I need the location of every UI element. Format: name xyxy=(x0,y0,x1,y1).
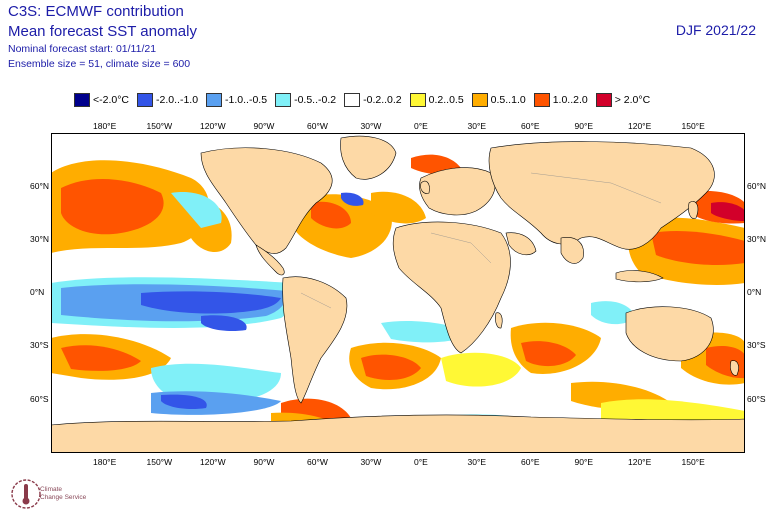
legend-swatch xyxy=(74,93,90,107)
legend-label: -1.0..-0.5 xyxy=(225,94,268,106)
x-tick-label: 30°W xyxy=(360,121,382,131)
x-tick-label: 90°W xyxy=(253,121,275,131)
y-tick-label: 30°S xyxy=(30,340,49,350)
x-tick-label: 120°E xyxy=(628,457,652,467)
y-tick-label: 30°N xyxy=(30,234,49,244)
legend-item: -2.0..-1.0 xyxy=(137,93,198,107)
x-tick-label: 60°E xyxy=(521,457,540,467)
x-tick-label: 180°E xyxy=(93,121,117,131)
legend-label: <-2.0°C xyxy=(93,94,130,106)
legend-swatch xyxy=(344,93,361,107)
legend-swatch xyxy=(533,93,550,107)
legend-swatch xyxy=(409,93,426,107)
legend-item: 0.5..1.0 xyxy=(471,93,526,107)
x-tick-label: 90°W xyxy=(253,457,275,467)
x-tick-label: 150°E xyxy=(681,121,705,131)
forecast-start: Nominal forecast start: 01/11/21 xyxy=(8,43,157,55)
sst-anomaly-map xyxy=(51,133,745,453)
x-tick-label: 180°E xyxy=(93,457,117,467)
legend-swatch xyxy=(595,93,612,107)
chart-subtitle: Mean forecast SST anomaly xyxy=(8,23,197,40)
legend-item: > 2.0°C xyxy=(595,93,651,107)
logo-text: Climate Change Service xyxy=(40,486,86,502)
x-tick-label: 120°E xyxy=(628,121,652,131)
x-tick-label: 60°W xyxy=(307,457,328,467)
x-tick-label: 120°W xyxy=(200,457,226,467)
color-legend: <-2.0°C -2.0..-1.0 -1.0..-0.5 -0.5..-0.2 -0.… xyxy=(74,92,658,108)
legend-label: 1.0..2.0 xyxy=(552,94,588,106)
x-tick-label: 150°W xyxy=(146,457,173,467)
y-tick-label: 60°S xyxy=(747,394,766,404)
legend-item: -0.5..-0.2 xyxy=(275,93,336,107)
legend-label: -2.0..-1.0 xyxy=(156,94,199,106)
y-tick-label: 30°S xyxy=(747,340,766,350)
legend-swatch xyxy=(471,93,488,107)
legend-item: -0.2..0.2 xyxy=(344,93,402,107)
y-tick-label: 30°N xyxy=(747,234,766,244)
x-tick-label: 30°W xyxy=(360,457,382,467)
land-masses xyxy=(51,135,745,453)
y-tick-label: 0°N xyxy=(30,287,45,297)
legend-item: <-2.0°C xyxy=(74,93,129,107)
y-tick-label: 60°N xyxy=(30,181,49,191)
x-tick-label: 60°W xyxy=(307,121,328,131)
legend-label: -0.5..-0.2 xyxy=(294,94,337,106)
logo-line2: Change Service xyxy=(40,494,87,501)
x-tick-label: 120°W xyxy=(200,121,226,131)
y-tick-label: 60°N xyxy=(747,181,766,191)
ensemble-size: Ensemble size = 51, climate size = 600 xyxy=(8,58,191,70)
season-label: DJF 2021/22 xyxy=(675,22,756,38)
x-tick-label: 90°E xyxy=(574,121,594,131)
legend-swatch xyxy=(275,93,292,107)
y-tick-label: 60°S xyxy=(30,394,49,404)
chart-title: C3S: ECMWF contribution xyxy=(8,3,184,20)
legend-item: 1.0..2.0 xyxy=(533,93,588,107)
legend-label: 0.2..0.5 xyxy=(428,94,464,106)
x-tick-label: 0°E xyxy=(414,121,428,131)
legend-swatch xyxy=(137,93,154,107)
climate-change-service-logo xyxy=(11,479,41,509)
y-tick-label: 0°N xyxy=(747,287,762,297)
x-tick-label: 150°W xyxy=(146,121,173,131)
x-tick-label: 60°E xyxy=(521,121,540,131)
legend-item: 0.2..0.5 xyxy=(409,93,464,107)
x-tick-label: 30°E xyxy=(467,121,487,131)
x-tick-label: 30°E xyxy=(467,457,487,467)
logo-line1: Climate xyxy=(40,486,63,493)
legend-swatch xyxy=(206,93,223,107)
legend-label: > 2.0°C xyxy=(614,94,651,106)
x-tick-label: 0°E xyxy=(414,457,428,467)
x-tick-label: 150°E xyxy=(681,457,705,467)
legend-label: 0.5..1.0 xyxy=(490,94,526,106)
x-tick-label: 90°E xyxy=(574,457,594,467)
legend-label: -0.2..0.2 xyxy=(363,94,402,106)
legend-item: -1.0..-0.5 xyxy=(206,93,267,107)
